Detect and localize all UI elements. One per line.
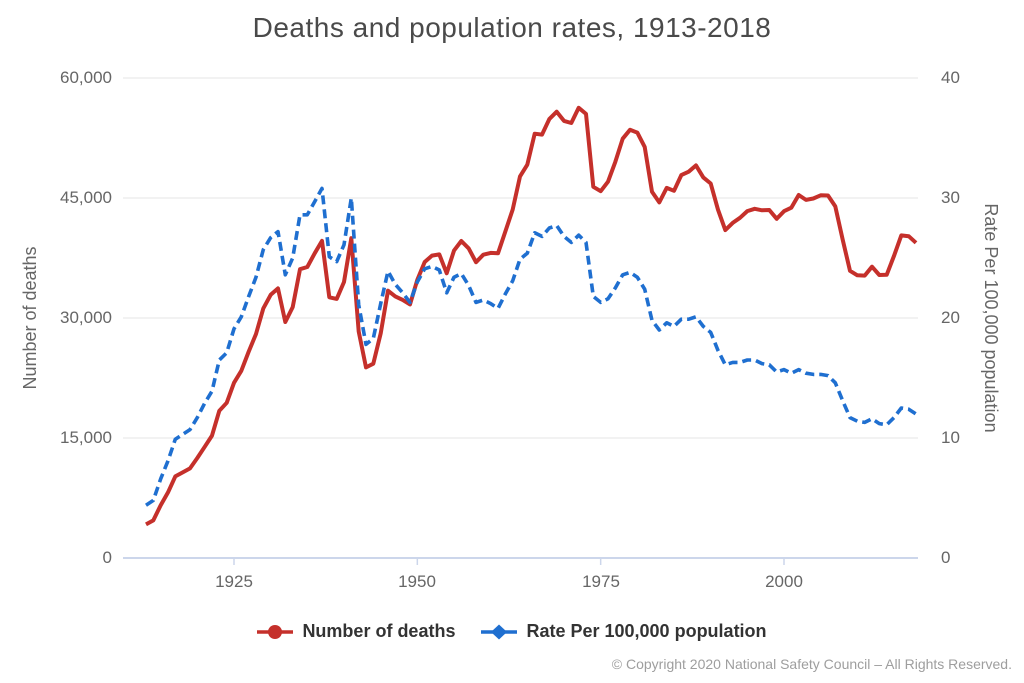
y-axis-left-title: Number of deaths <box>20 246 40 390</box>
legend-line-diamond-icon <box>481 624 518 640</box>
y-left-tick-label: 0 <box>102 548 112 567</box>
x-tick-label: 1975 <box>582 572 620 591</box>
y-right-tick-label: 40 <box>941 68 960 87</box>
y-left-tick-label: 30,000 <box>60 308 112 327</box>
copyright-text: © Copyright 2020 National Safety Council… <box>611 656 1012 672</box>
chart-title: Deaths and population rates, 1913-2018 <box>252 12 772 43</box>
legend-item-number-of-deaths[interactable]: Number of deaths <box>257 621 455 642</box>
y-right-tick-label: 10 <box>941 428 960 447</box>
x-tick-label: 2000 <box>765 572 803 591</box>
y-right-tick-label: 20 <box>941 308 960 327</box>
series-line-rate[interactable] <box>145 186 917 507</box>
x-tick-label: 1950 <box>398 572 436 591</box>
y-left-tick-label: 60,000 <box>60 68 112 87</box>
y-left-tick-label: 15,000 <box>60 428 112 447</box>
series-line-deaths[interactable] <box>145 105 918 527</box>
legend-line-circle-icon <box>257 624 294 640</box>
x-tick-label: 1925 <box>215 572 253 591</box>
y-axis-right-title: Rate Per 100,000 population <box>981 203 1001 433</box>
legend: Number of deaths Rate Per 100,000 popula… <box>0 621 1024 642</box>
legend-label: Number of deaths <box>302 621 456 641</box>
y-right-tick-label: 0 <box>941 548 951 567</box>
legend-label: Rate Per 100,000 population <box>526 621 767 641</box>
y-left-tick-label: 45,000 <box>60 188 112 207</box>
y-right-tick-label: 30 <box>941 188 960 207</box>
legend-item-rate-per-100000[interactable]: Rate Per 100,000 population <box>481 621 767 642</box>
